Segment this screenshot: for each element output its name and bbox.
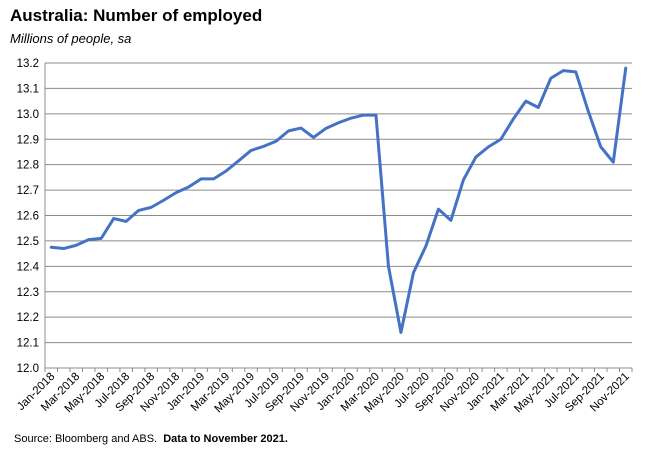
chart-subtitle: Millions of people, sa [10,31,132,46]
axes [44,63,633,372]
data-note: Data to November 2021. [163,433,288,445]
chart-title: Australia: Number of employed [10,6,263,25]
y-tick-label: 12.4 [17,261,40,273]
x-axis-tick-labels: Jan-2018Mar-2018May-2018Jul-2018Sep-2018… [15,371,632,416]
source-note: Source: Bloomberg and ABS. Data to Novem… [14,433,288,445]
y-axis-tick-labels: 12.0 12.1 12.2 12.3 12.4 12.5 12.6 12.7 12.8 12.9… [17,58,40,375]
y-tick-label: 13.1 [17,83,39,95]
y-tick-label: 12.5 [17,236,39,248]
y-tick-label: 12.3 [17,287,39,299]
y-tick-label: 13.2 [17,58,39,70]
series-line [49,66,628,334]
y-tick-label: 12.9 [17,134,39,146]
y-tick-label: 13.0 [17,109,39,121]
y-tick-label: 12.2 [17,312,39,324]
y-tick-label: 12.8 [17,160,39,172]
y-tick-label: 12.6 [17,211,39,223]
series-layer [49,66,628,334]
y-tick-label: 12.1 [17,338,39,350]
source-text: Source: Bloomberg and ABS. [14,433,158,445]
y-tick-label: 12.0 [17,363,39,375]
gridlines [45,62,632,344]
y-tick-label: 12.7 [17,185,39,197]
